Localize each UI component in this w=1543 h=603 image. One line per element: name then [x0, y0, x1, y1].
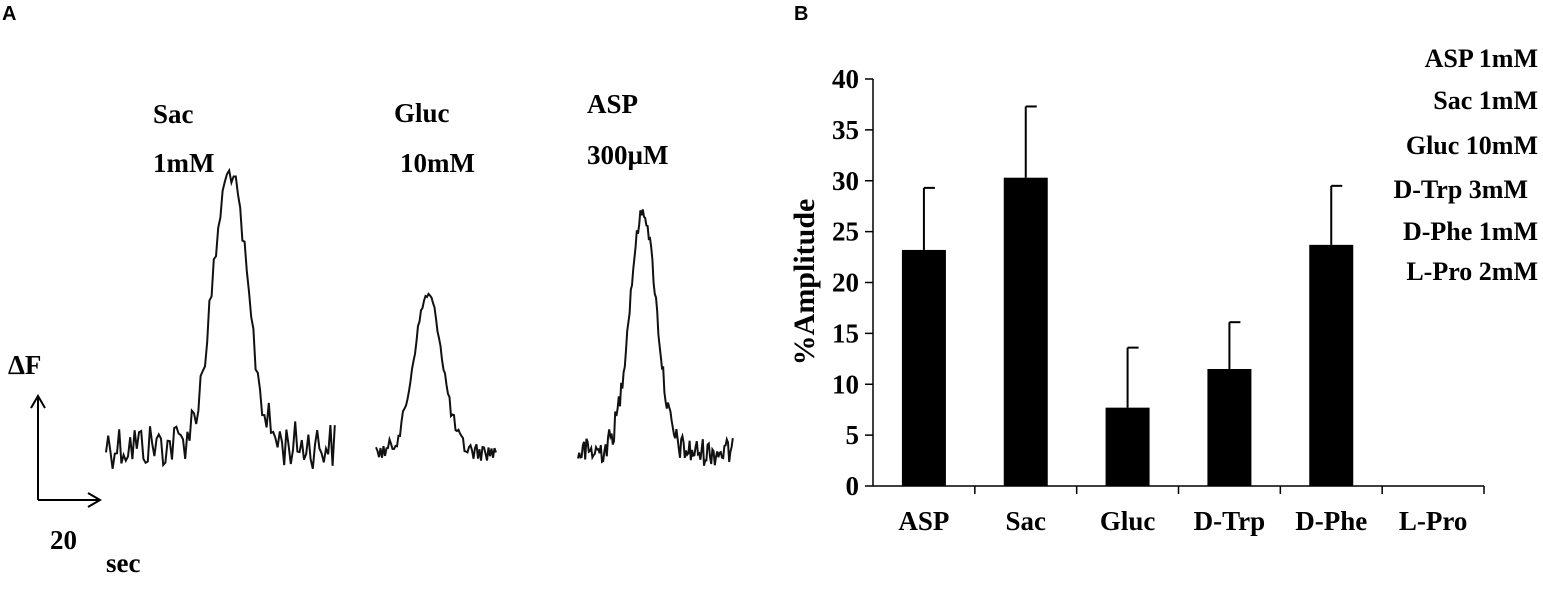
x-tick-label: Gluc — [1100, 506, 1156, 536]
legend-entry-5: D-Phe 1mM — [1403, 217, 1538, 246]
x-tick-label: D-Trp — [1194, 506, 1266, 536]
trace-asp — [577, 209, 734, 466]
legend-entry-6: L-Pro 2mM — [1406, 257, 1538, 286]
trace-sac-label-name: Sac — [153, 99, 194, 129]
y-axis-label: %Amplitude — [788, 199, 821, 366]
scale-bar-horizontal-arrowhead — [87, 492, 102, 508]
legend-entry-4: D-Trp 3mM — [1393, 175, 1528, 204]
x-axis-labels: ASP Sac Gluc D-Trp D-Phe L-Pro — [898, 506, 1467, 536]
trace-gluc-label-name: Gluc — [394, 98, 450, 128]
x-tick-label: Sac — [1006, 506, 1047, 536]
y-tick-label: 10 — [832, 369, 859, 399]
y-tick-label: 0 — [846, 471, 860, 501]
trace-gluc-label-conc: 10mM — [400, 148, 475, 178]
scale-bar-y-label: ΔF — [8, 350, 41, 380]
panel-b-letter: B — [794, 3, 808, 25]
trace-asp-label-name: ASP — [587, 89, 638, 119]
scale-bar-x-unit: sec — [106, 548, 140, 578]
bar-asp — [901, 249, 946, 486]
bars — [901, 105, 1354, 486]
bar-d-trp — [1207, 368, 1252, 486]
x-tick-label: L-Pro — [1399, 506, 1468, 536]
trace-gluc — [375, 292, 497, 461]
bar-gluc — [1105, 407, 1150, 486]
x-tick-label: D-Phe — [1295, 506, 1367, 536]
y-tick-label: 30 — [832, 166, 859, 196]
y-tick-label: 35 — [832, 115, 859, 145]
bar-sac — [1003, 177, 1048, 486]
y-tick-label: 5 — [846, 420, 860, 450]
trace-sac-label-conc: 1mM — [153, 148, 214, 178]
legend-entry-2: Sac 1mM — [1433, 86, 1538, 115]
y-axis-ticks: 0 5 10 15 20 25 30 35 40 — [832, 64, 873, 501]
y-tick-label: 20 — [832, 268, 859, 298]
x-axis-ticks — [974, 486, 1485, 494]
scale-bar: ΔF 20 sec — [8, 350, 140, 578]
panel-a-letter: A — [2, 3, 16, 25]
trace-sac — [105, 167, 336, 470]
legend-entry-1: ASP 1mM — [1425, 44, 1538, 73]
scale-bar-x-value: 20 — [50, 525, 77, 555]
y-tick-label: 40 — [832, 64, 859, 94]
scale-bar-vertical-arrowhead — [30, 394, 46, 409]
legend-entry-3: Gluc 10mM — [1406, 131, 1538, 160]
y-tick-label: 25 — [832, 217, 859, 247]
bar-d-phe — [1309, 244, 1354, 486]
trace-asp-label-conc: 300µM — [587, 140, 669, 170]
x-tick-label: ASP — [898, 506, 949, 536]
legend: ASP 1mM Sac 1mM Gluc 10mM D-Trp 3mM D-Ph… — [1393, 44, 1538, 286]
y-tick-label: 15 — [832, 318, 859, 348]
